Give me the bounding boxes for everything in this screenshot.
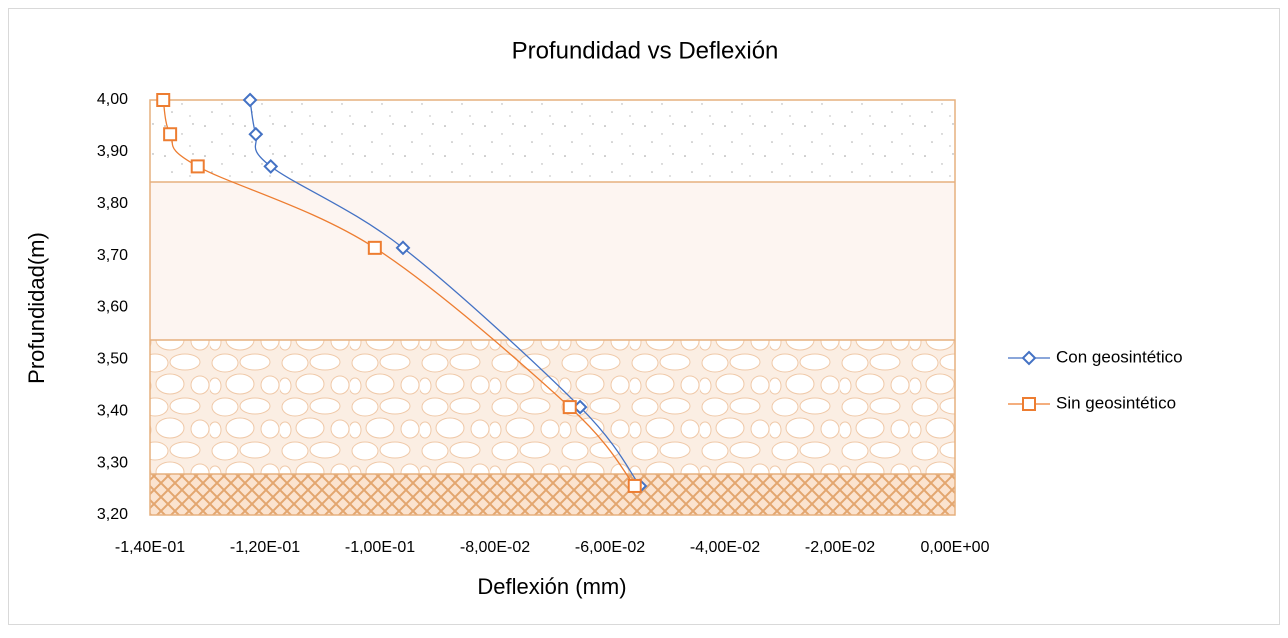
y-tick-label: 3,60	[97, 299, 128, 316]
legend-label: Con geosintético	[1056, 347, 1183, 366]
y-tick-label: 3,30	[97, 454, 128, 471]
legend-label: Sin geosintético	[1056, 393, 1176, 412]
y-tick-label: 3,40	[97, 402, 128, 419]
y-tick-label: 3,20	[97, 506, 128, 523]
data-point	[242, 92, 258, 108]
layer-gravel	[150, 340, 955, 474]
layer-subgrade	[150, 474, 955, 515]
y-tick-label: 3,50	[97, 351, 128, 368]
legend-marker	[1022, 397, 1036, 411]
y-axis-title: Profundidad(m)	[24, 232, 49, 384]
x-tick-label: -1,20E-01	[230, 539, 300, 556]
x-tick-label: -6,00E-02	[575, 539, 645, 556]
data-point	[248, 126, 264, 142]
x-axis-title: Deflexión (mm)	[477, 574, 626, 599]
x-tick-label: 0,00E+00	[921, 539, 990, 556]
data-point	[163, 127, 178, 142]
data-point	[263, 158, 279, 174]
x-tick-label: -1,00E-01	[345, 539, 415, 556]
layer-borders	[149, 99, 956, 516]
legend-marker	[1021, 350, 1037, 366]
chart-title: Profundidad vs Deflexión	[512, 37, 779, 64]
data-point	[190, 159, 205, 174]
x-tick-label: -2,00E-02	[805, 539, 875, 556]
x-tick-label: -1,40E-01	[115, 539, 185, 556]
y-tick-label: 3,90	[97, 143, 128, 160]
x-tick-label: -4,00E-02	[690, 539, 760, 556]
data-point	[156, 93, 171, 107]
data-point	[562, 400, 577, 415]
layer-base	[150, 182, 955, 340]
data-point	[367, 240, 382, 255]
data-point	[395, 240, 411, 256]
y-tick-label: 4,00	[97, 91, 128, 108]
y-tick-label: 3,80	[97, 195, 128, 212]
data-point	[627, 478, 642, 493]
x-tick-label: -8,00E-02	[460, 539, 530, 556]
layer-sand	[150, 100, 955, 182]
y-tick-label: 3,70	[97, 247, 128, 264]
